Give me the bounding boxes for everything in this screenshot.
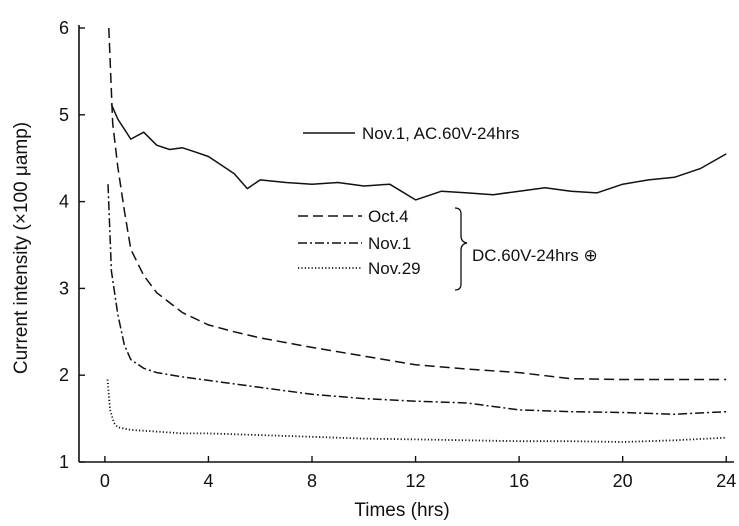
legend-label-3: Nov.1 <box>368 234 411 253</box>
y-tick-label: 1 <box>59 452 69 472</box>
x-tick-label: 20 <box>613 471 633 491</box>
x-tick-label: 16 <box>509 471 529 491</box>
x-tick-label: 4 <box>203 471 213 491</box>
legend-label-4: Nov.29 <box>368 259 421 278</box>
y-tick-label: 2 <box>59 365 69 385</box>
legend-brace <box>454 207 468 291</box>
x-tick-label: 12 <box>406 471 426 491</box>
y-tick-label: 5 <box>59 105 69 125</box>
x-tick-label: 8 <box>307 471 317 491</box>
x-tick-label: 0 <box>100 471 110 491</box>
x-axis-title: Times (hrs) <box>354 500 449 521</box>
series-line-1 <box>110 104 727 201</box>
y-tick-label: 4 <box>59 192 69 212</box>
legend-label-2: Oct.4 <box>368 207 409 226</box>
series-line-3 <box>107 184 727 416</box>
legend: Nov.1, AC.60V-24hrs Oct.4 Nov.1 Nov.29 DC.60… <box>298 124 598 291</box>
legend-label-1: Nov.1, AC.60V-24hrs <box>362 124 520 143</box>
y-tick-label: 6 <box>59 18 69 38</box>
y-tick-label: 3 <box>59 278 69 298</box>
series-line-4 <box>106 379 727 443</box>
y-axis-title: Current intensity (×100 μamp) <box>11 122 32 374</box>
x-tick-label: 24 <box>716 471 736 491</box>
series-line-2 <box>108 27 727 381</box>
legend-group-label: DC.60V-24hrs ⊕ <box>472 246 598 265</box>
series-layer <box>106 27 727 443</box>
